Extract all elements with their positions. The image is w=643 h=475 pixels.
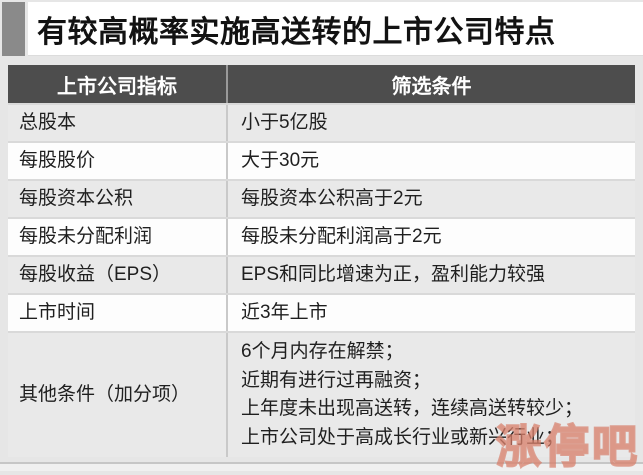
title-accent-bar (2, 2, 25, 56)
bottom-margin (0, 464, 643, 471)
table-header-indicator: 上市公司指标 (8, 65, 228, 103)
criteria-table: 上市公司指标 筛选条件 总股本 小于5亿股 每股股价 大于30元 每股资本公积 … (8, 65, 635, 457)
cell-indicator: 其他条件（加分项） (8, 333, 228, 457)
table-header-condition: 筛选条件 (391, 75, 472, 98)
cell-condition: 近3年上市 (241, 301, 328, 323)
table-row: 每股收益（EPS） EPS和同比增速为正，盈利能力较强 (8, 255, 635, 293)
cell-condition: 大于30元 (241, 149, 320, 171)
table-row: 每股股价 大于30元 (8, 141, 635, 179)
table-row: 上市时间 近3年上市 (8, 293, 635, 331)
cell-indicator: 每股未分配利润 (8, 219, 228, 255)
cell-condition: 小于5亿股 (241, 111, 328, 133)
cell-indicator: 每股股价 (8, 143, 228, 179)
table-row: 其他条件（加分项） 6个月内存在解禁； 近期有进行过再融资； 上年度未出现高送转… (8, 331, 635, 457)
title-strip: 有较高概率实施高送转的上市公司特点 (28, 2, 643, 56)
cell-condition: 每股未分配利润高于2元 (241, 225, 442, 247)
cell-indicator: 上市时间 (8, 295, 228, 331)
table-row: 总股本 小于5亿股 (8, 103, 635, 141)
cell-condition: EPS和同比增速为正，盈利能力较强 (241, 263, 546, 285)
table-header-row: 上市公司指标 筛选条件 (8, 65, 635, 103)
bottom-divider (0, 462, 643, 464)
page-title: 有较高概率实施高送转的上市公司特点 (37, 15, 556, 49)
cell-condition: 6个月内存在解禁； 近期有进行过再融资； 上年度未出现高送转，连续高送转较少； … (241, 341, 584, 448)
cell-indicator: 总股本 (8, 105, 228, 141)
title-block: 有较高概率实施高送转的上市公司特点 (2, 2, 643, 56)
cell-condition: 每股资本公积高于2元 (241, 187, 423, 209)
cell-indicator: 每股资本公积 (8, 181, 228, 217)
table-row: 每股资本公积 每股资本公积高于2元 (8, 179, 635, 217)
table-row: 每股未分配利润 每股未分配利润高于2元 (8, 217, 635, 255)
cell-indicator: 每股收益（EPS） (8, 257, 228, 293)
